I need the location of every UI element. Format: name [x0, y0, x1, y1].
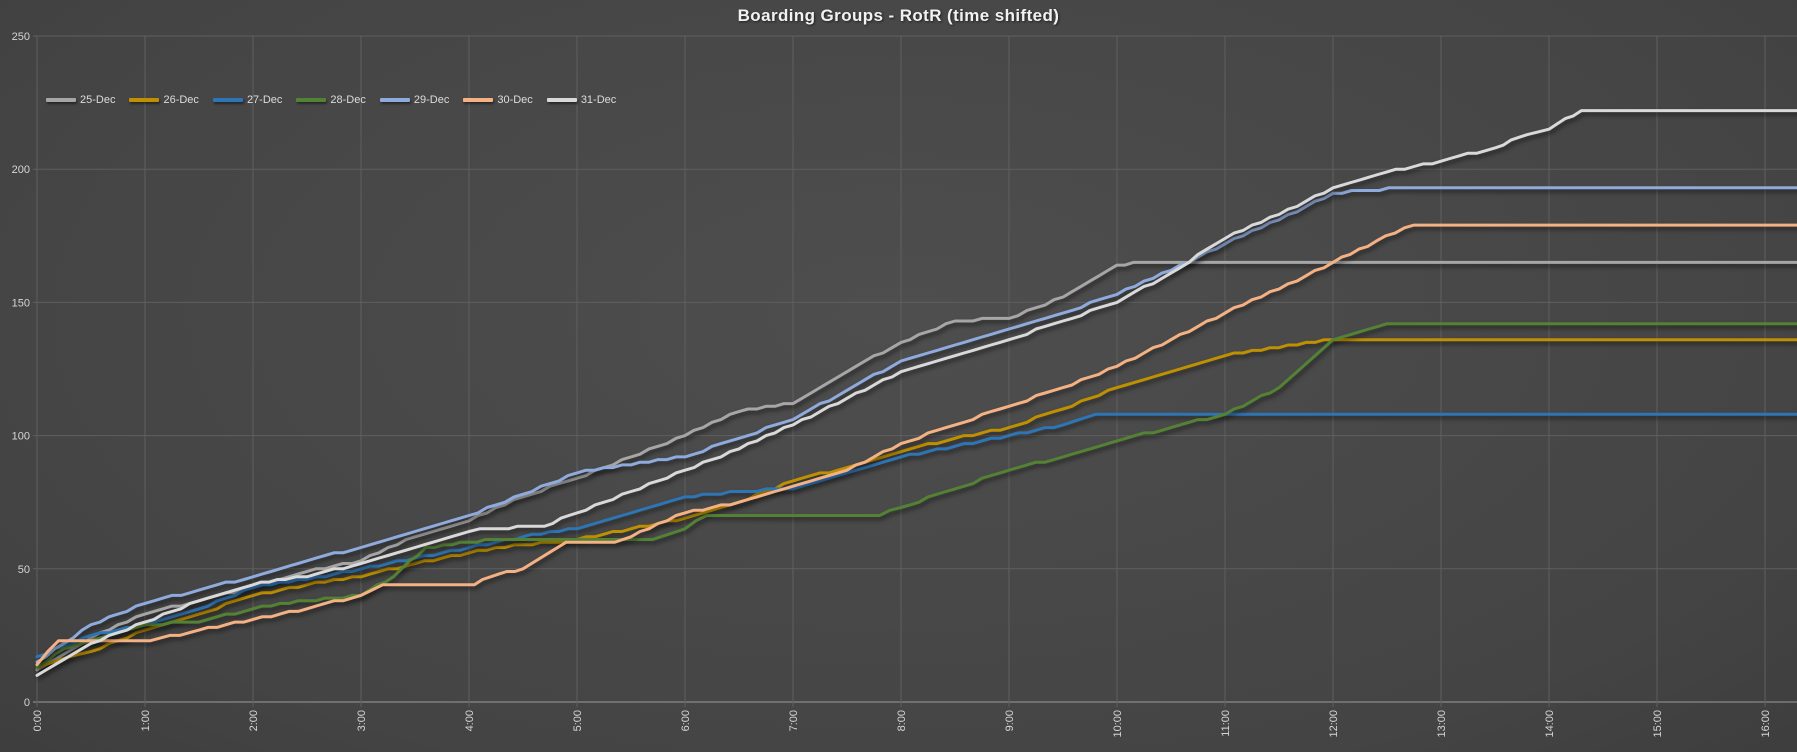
x-tick-label: 16:00 — [1760, 710, 1772, 738]
series-line-31-Dec[interactable] — [35, 109, 1797, 677]
series-line-28-Dec[interactable] — [35, 322, 1797, 669]
legend-item-26-Dec[interactable]: 26-Dec — [129, 94, 199, 106]
legend-swatch-26-Dec — [129, 98, 160, 102]
legend-item-25-Dec[interactable]: 25-Dec — [46, 94, 115, 106]
legend-swatch-29-Dec — [379, 98, 410, 102]
x-tick-label: 8:00 — [896, 710, 908, 731]
legend-swatch-31-Dec — [546, 98, 577, 102]
y-axis-labels: 0 50 100 150 200 250 — [12, 31, 30, 709]
x-tick-label: 9:00 — [1004, 710, 1016, 731]
y-tick-label: 100 — [12, 431, 30, 443]
series-line-27-Dec[interactable] — [35, 412, 1797, 659]
series-line-30-Dec[interactable] — [35, 223, 1797, 667]
chart-title[interactable]: Boarding Groups - RotR (time shifted) — [737, 6, 1060, 25]
series-line-25-Dec[interactable] — [35, 260, 1797, 672]
x-tick-label: 3:00 — [356, 710, 368, 731]
x-tick-label: 6:00 — [680, 710, 692, 731]
x-tick-label: 11:00 — [1220, 710, 1232, 737]
series-line-29-Dec[interactable] — [35, 186, 1797, 664]
y-tick-label: 200 — [12, 164, 30, 176]
x-tick-label: 1:00 — [140, 710, 152, 731]
legend-swatch-30-Dec — [463, 98, 494, 102]
x-tick-label: 12:00 — [1328, 710, 1340, 738]
legend-label: 29-Dec — [413, 94, 450, 106]
legend-item-28-Dec[interactable]: 28-Dec — [296, 94, 366, 106]
legend-label: 28-Dec — [330, 94, 366, 106]
legend-item-30-Dec[interactable]: 30-Dec — [463, 94, 533, 106]
y-tick-label: 50 — [18, 564, 30, 576]
x-tick-label: 14:00 — [1544, 710, 1556, 738]
x-tick-label: 10:00 — [1112, 710, 1124, 738]
legend-label: 26-Dec — [163, 94, 199, 106]
series-line-26-Dec[interactable] — [35, 338, 1797, 669]
x-tick-label: 5:00 — [572, 710, 584, 731]
x-tick-label: 0:00 — [32, 710, 44, 731]
y-tick-label: 250 — [12, 31, 30, 43]
legend-swatch-28-Dec — [296, 98, 327, 102]
y-tick-label: 150 — [12, 297, 30, 309]
x-tick-label: 7:00 — [788, 710, 800, 731]
legend-item-27-Dec[interactable]: 27-Dec — [212, 94, 283, 106]
legend-item-29-Dec[interactable]: 29-Dec — [379, 94, 450, 106]
x-axis-labels: 0:00 1:00 2:00 3:00 4:00 5:00 6:00 7:00 8:00 9:00… — [32, 710, 1772, 738]
legend-label: 27-Dec — [246, 94, 283, 106]
legend-label: 30-Dec — [497, 94, 533, 106]
gridlines — [33, 35, 1797, 707]
x-tick-label: 2:00 — [248, 710, 260, 731]
x-tick-label: 4:00 — [464, 710, 476, 731]
legend-swatch-25-Dec — [46, 98, 76, 102]
legend: 25-Dec 26-Dec 27-Dec 28-Dec 29-Dec 30-Dec 31-D… — [46, 94, 616, 106]
y-tick-label: 0 — [24, 697, 30, 709]
legend-label: 25-Dec — [80, 94, 116, 106]
x-tick-label: 13:00 — [1436, 710, 1448, 738]
legend-label: 31-Dec — [580, 94, 617, 106]
legend-item-31-Dec[interactable]: 31-Dec — [546, 94, 617, 106]
legend-swatch-27-Dec — [212, 98, 243, 102]
x-tick-label: 15:00 — [1652, 710, 1664, 738]
